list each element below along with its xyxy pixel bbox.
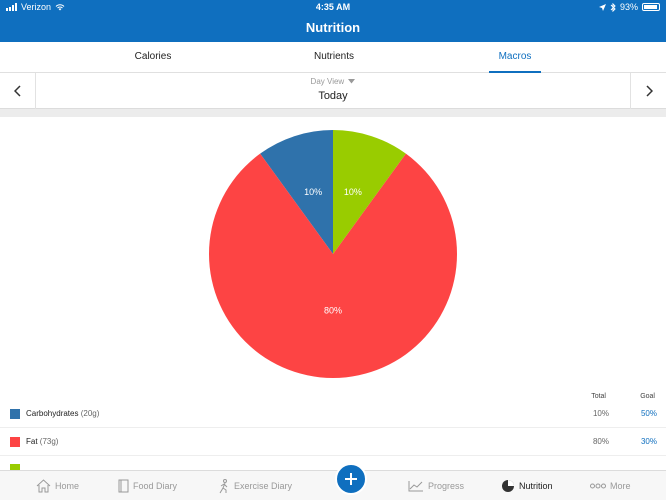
pie-slice-protein[interactable] [333, 130, 406, 254]
nav-home[interactable]: Home [36, 471, 79, 500]
chevron-left-icon [13, 85, 21, 97]
home-icon [36, 479, 51, 493]
page-title: Nutrition [305, 20, 361, 35]
macro-grams: (73g) [39, 437, 59, 446]
plus-icon [345, 473, 357, 485]
nav-label: Exercise Diary [234, 481, 293, 491]
nav-nutrition[interactable]: Nutrition [501, 471, 553, 500]
nav-progress[interactable]: Progress [408, 471, 464, 500]
day-view-bar: Day View Today [0, 73, 666, 109]
walking-icon [219, 478, 228, 493]
status-bar: Verizon 4:35 AM 93% [0, 0, 666, 14]
day-view-dropdown[interactable]: Day View [0, 77, 666, 86]
caret-down-icon [348, 79, 356, 84]
macros-pie-chart: 10% 80% 10% [209, 130, 457, 378]
next-day-button[interactable] [630, 73, 666, 109]
pie-chart-icon [502, 480, 514, 492]
chart-icon [408, 481, 423, 492]
legend-swatch [10, 464, 20, 474]
nav-label: Food Diary [133, 481, 178, 491]
add-button[interactable] [335, 463, 367, 495]
tab-macros[interactable]: Macros [489, 42, 541, 73]
bottom-nav: Home Food Diary Exercise Diary Progress … [0, 463, 666, 500]
current-date: Today [318, 90, 348, 102]
macro-grams: (20g) [80, 409, 100, 418]
nav-more[interactable]: More [590, 471, 631, 500]
more-icon [590, 483, 606, 489]
nav-label: Progress [428, 481, 465, 491]
chevron-right-icon [645, 85, 653, 97]
day-view-label: Day View [310, 77, 345, 86]
signal-icon [6, 3, 17, 11]
macro-row-protein[interactable] [0, 456, 666, 484]
header: Verizon 4:35 AM 93% Nutrition [0, 0, 666, 42]
macro-total: 80% [592, 437, 609, 446]
macro-row-fat[interactable]: Fat (73g) 80% 30% [0, 428, 666, 456]
nav-label: Home [55, 481, 80, 491]
macro-name: Carbohydrates [26, 409, 79, 418]
wifi-icon [55, 4, 65, 11]
location-icon [598, 3, 606, 11]
section-divider [0, 109, 666, 117]
macro-total: 10% [592, 409, 609, 418]
macro-row-carbohydrates[interactable]: Carbohydrates (20g) 10% 50% [0, 400, 666, 428]
pie-slice-fat[interactable] [209, 153, 457, 378]
macro-goal[interactable]: 50% [640, 409, 657, 418]
macro-name: Fat [26, 437, 38, 446]
column-header-goal: Goal [640, 393, 655, 400]
previous-day-button[interactable] [0, 73, 36, 109]
carrier: Verizon [21, 2, 52, 12]
pie-label-fat: 80% [324, 305, 342, 315]
book-icon [118, 479, 129, 493]
battery-icon [642, 3, 660, 11]
legend-swatch [10, 409, 20, 419]
macros-chart: 10% 80% 10% [0, 117, 666, 387]
status-time: 4:35 AM [315, 2, 351, 12]
bluetooth-icon [610, 2, 616, 12]
legend-swatch [10, 437, 20, 447]
battery-percent: 93% [619, 2, 638, 12]
pie-label-protein: 10% [344, 187, 362, 197]
tab-calories[interactable]: Calories [134, 51, 172, 62]
macro-goal[interactable]: 30% [640, 437, 657, 446]
tab-nutrients[interactable]: Nutrients [313, 51, 354, 62]
nav-label: Nutrition [519, 481, 553, 491]
nav-label: More [610, 481, 631, 491]
nav-exercise-diary[interactable]: Exercise Diary [218, 471, 292, 500]
nav-food-diary[interactable]: Food Diary [118, 471, 177, 500]
pie-slice-carbohydrates[interactable] [260, 130, 333, 254]
pie-label-carbohydrates: 10% [304, 187, 322, 197]
tab-bar: Calories Nutrients Macros [0, 42, 666, 73]
column-header-total: Total [591, 393, 606, 400]
